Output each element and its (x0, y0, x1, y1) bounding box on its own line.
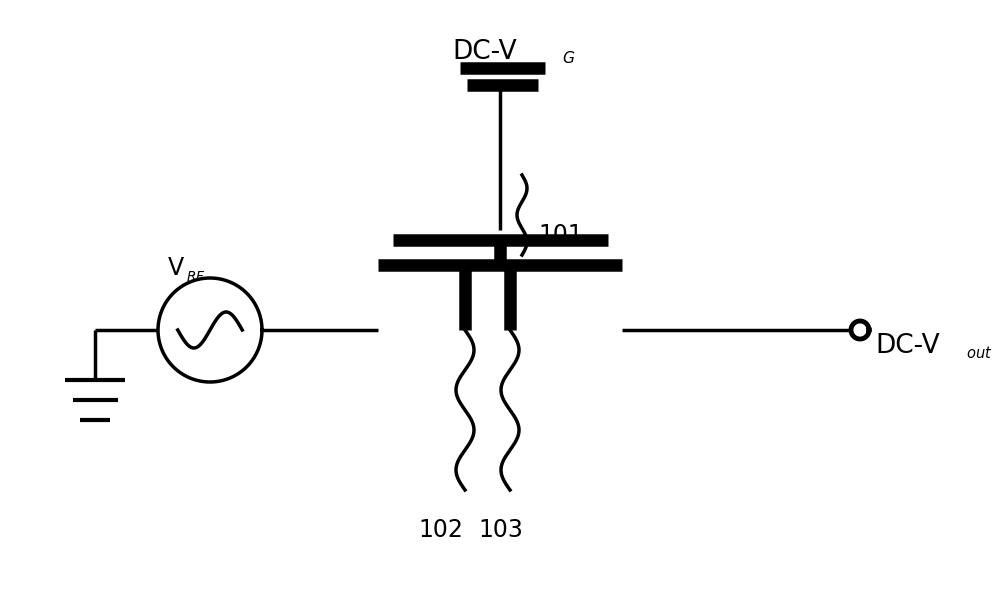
Text: $_{out}$: $_{out}$ (966, 342, 993, 362)
Text: $_{RF}$: $_{RF}$ (186, 266, 206, 285)
Text: 102: 102 (418, 518, 463, 542)
Text: 103: 103 (478, 518, 523, 542)
Text: DC-V: DC-V (452, 39, 517, 65)
Text: DC-V: DC-V (875, 333, 940, 359)
Text: 101: 101 (538, 223, 583, 247)
Text: V: V (168, 256, 184, 280)
Text: $_G$: $_G$ (562, 46, 575, 66)
